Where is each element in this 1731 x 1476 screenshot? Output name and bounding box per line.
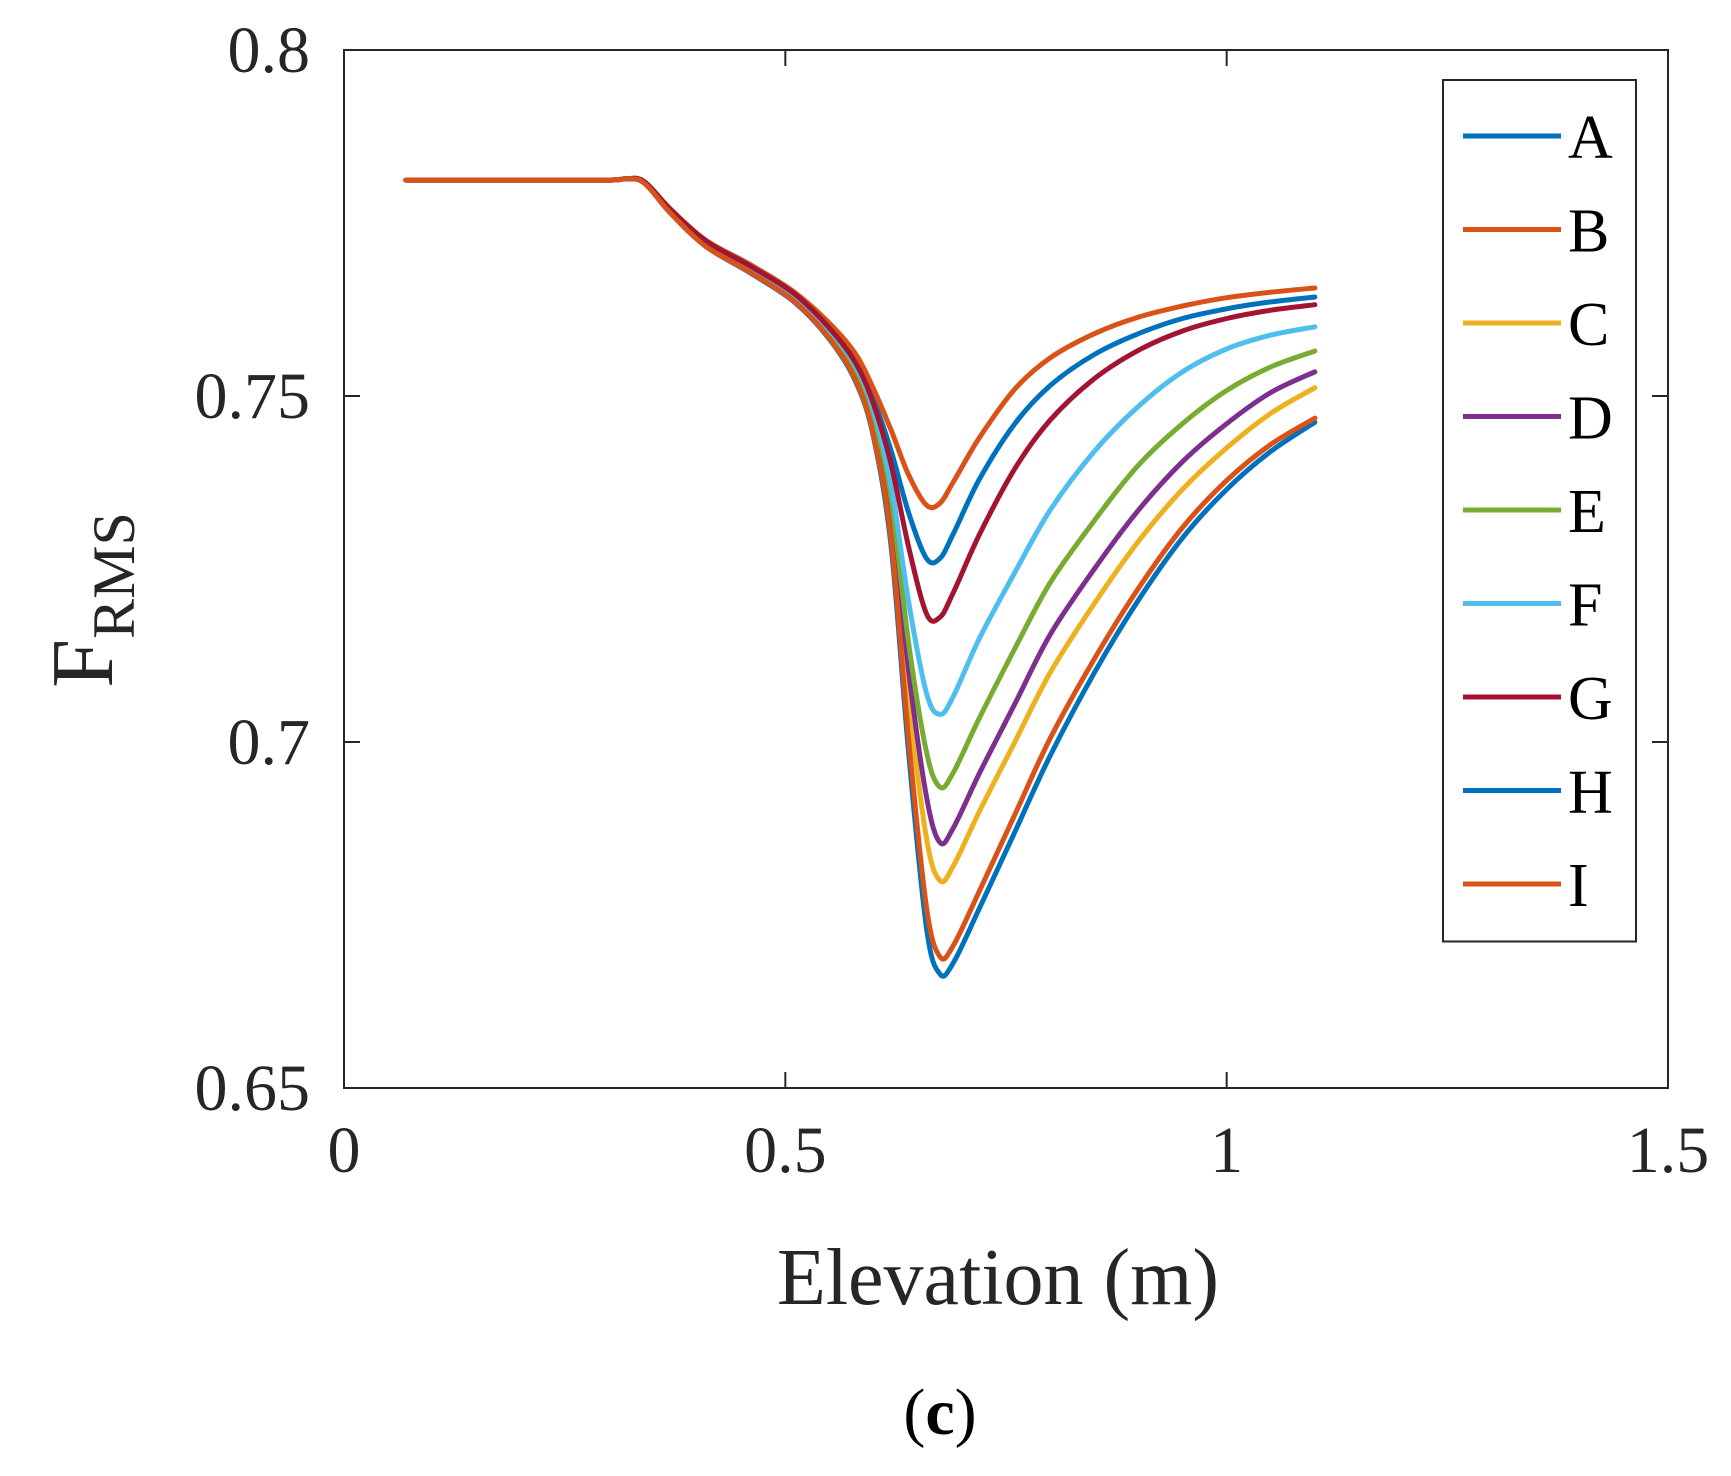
svg-text:FRMS: FRMS <box>35 512 147 688</box>
axis-ticks <box>343 49 1669 1089</box>
plot-area-frame <box>343 49 1669 1089</box>
legend-label-d: D <box>1568 385 1613 453</box>
series-lines <box>403 175 1318 979</box>
caption-open-paren: ( <box>903 1376 925 1449</box>
legend-entry-a: A <box>1463 104 1613 172</box>
legend-label-i: I <box>1568 852 1589 920</box>
legend-entry-e: E <box>1463 478 1606 546</box>
y-tick-label: 0.8 <box>228 14 311 87</box>
x-tick-label: 1 <box>1210 1114 1243 1187</box>
legend-entry-b: B <box>1463 198 1609 266</box>
axes-box <box>343 49 1669 1089</box>
series-line-i <box>403 176 1318 962</box>
legend-entry-h: H <box>1463 759 1613 827</box>
tick-labels: 0 0.5 1 1.5 0.65 0.7 0.75 0.8 <box>195 14 1710 1187</box>
legend-label-c: C <box>1568 291 1609 359</box>
legend-entry-c: C <box>1463 291 1609 359</box>
legend-label-e: E <box>1568 478 1606 546</box>
legend-label-a: A <box>1568 104 1613 172</box>
y-axis-title-subscript: RMS <box>81 512 147 639</box>
y-tick-label: 0.7 <box>228 706 311 779</box>
y-tick-label: 0.75 <box>195 360 311 433</box>
y-axis-title: FRMS <box>35 512 147 688</box>
x-tick-label: 1.5 <box>1627 1114 1710 1187</box>
legend-label-b: B <box>1568 198 1609 266</box>
legend-entry-d: D <box>1463 385 1613 453</box>
figure-caption: (c) <box>903 1376 976 1449</box>
y-axis-title-main: F <box>35 639 132 688</box>
caption-close-paren: ) <box>955 1376 977 1449</box>
legend-entry-f: F <box>1463 572 1602 640</box>
legend-label-f: F <box>1568 572 1602 640</box>
x-axis-title: Elevation (m) <box>777 1234 1219 1322</box>
legend-label-g: G <box>1568 665 1613 733</box>
x-tick-label: 0 <box>328 1114 361 1187</box>
legend-entry-g: G <box>1463 665 1613 733</box>
legend-entry-i: I <box>1463 852 1589 920</box>
x-tick-label: 0.5 <box>744 1114 827 1187</box>
legend-label-h: H <box>1568 759 1613 827</box>
caption-letter: c <box>925 1376 954 1449</box>
y-tick-label: 0.65 <box>195 1052 311 1125</box>
